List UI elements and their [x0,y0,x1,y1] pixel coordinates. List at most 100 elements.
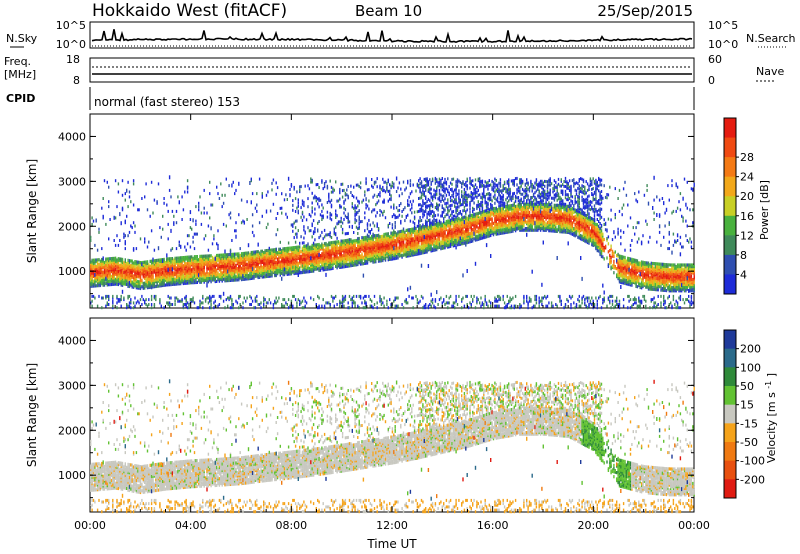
power-cell [310,177,312,181]
power-cell [420,251,423,255]
power-cell [440,226,442,230]
power-cell [180,278,182,283]
power-cell [336,254,338,259]
power-cell [365,294,367,298]
power-cell [395,242,398,246]
power-cell [246,296,248,300]
power-cell [222,253,225,257]
power-cell [419,190,421,194]
power-cell [420,241,423,246]
power-cell [175,266,178,270]
power-cell [384,235,387,240]
power-cell [371,304,373,308]
power-cell [275,217,277,220]
power-cell [275,192,277,196]
power-cell [299,241,301,245]
power-cell [420,243,423,247]
power-cell [321,179,323,183]
power-cell [141,303,143,306]
power-cell [395,306,398,310]
power-cell [307,226,309,230]
power-cell [95,276,97,280]
power-cell [440,232,442,236]
power-cell [218,273,221,277]
power-cell [400,219,402,223]
power-cell [380,234,383,239]
power-cell [405,214,407,219]
power-cell [283,252,286,256]
power-cell [278,254,280,258]
power-cell [94,279,96,283]
power-cell [382,301,384,305]
power-cell [130,299,132,303]
power-cell [440,193,442,197]
power-cell [294,226,297,230]
power-cell [422,184,424,188]
power-cell [433,222,435,226]
power-cell [144,281,146,285]
power-cell [400,231,402,235]
power-cell [404,237,406,241]
power-cell [413,240,416,244]
power-cell [150,285,153,290]
power-cell [430,304,432,308]
power-cell [203,211,205,215]
power-cell [359,243,362,247]
power-cell [300,235,302,239]
power-cell [389,298,391,302]
power-cell [351,224,353,229]
power-cell [199,195,201,199]
power-cell [289,270,291,274]
power-cell [394,239,396,243]
power-cell [264,298,266,302]
power-cell [209,306,211,310]
power-cell [135,247,138,251]
power-cell [394,225,396,229]
power-cell [377,237,380,241]
power-cell [371,249,373,253]
power-cell [390,243,392,247]
power-cell [282,250,284,254]
power-cell [355,248,358,252]
power-cell [404,230,406,234]
power-cell [200,277,203,281]
power-cell [185,276,187,280]
power-cell [128,195,131,199]
power-cell [195,268,197,272]
power-cell [351,205,353,209]
power-cell [365,306,367,310]
power-cell [402,229,405,233]
power-cell [419,208,421,211]
power-cell [423,190,425,194]
power-cell [130,259,132,263]
power-cell [418,185,420,189]
power-cell [292,223,294,227]
power-cell [382,213,384,217]
power-cell [375,180,377,184]
power-cell [303,296,305,300]
power-cell [272,248,275,252]
power-cell [112,282,114,286]
power-cell [191,268,193,272]
power-cell [328,194,330,199]
power-cell [433,217,435,221]
power-cell [386,248,388,252]
power-cell [294,298,297,302]
power-cell [353,258,355,262]
power-cell [239,263,241,267]
power-cell [419,245,421,249]
power-cell [411,211,413,215]
power-cell [162,280,164,284]
power-cell [203,254,205,258]
power-cell [425,237,427,241]
power-cell [250,250,252,255]
power-cell [287,246,290,250]
power-cell [121,289,124,294]
power-cell [413,210,416,214]
power-cell [264,273,266,277]
power-cell [297,198,299,202]
power-cell [422,241,424,245]
power-cell [287,266,290,270]
power-cell [355,251,358,255]
power-cell [347,212,349,216]
